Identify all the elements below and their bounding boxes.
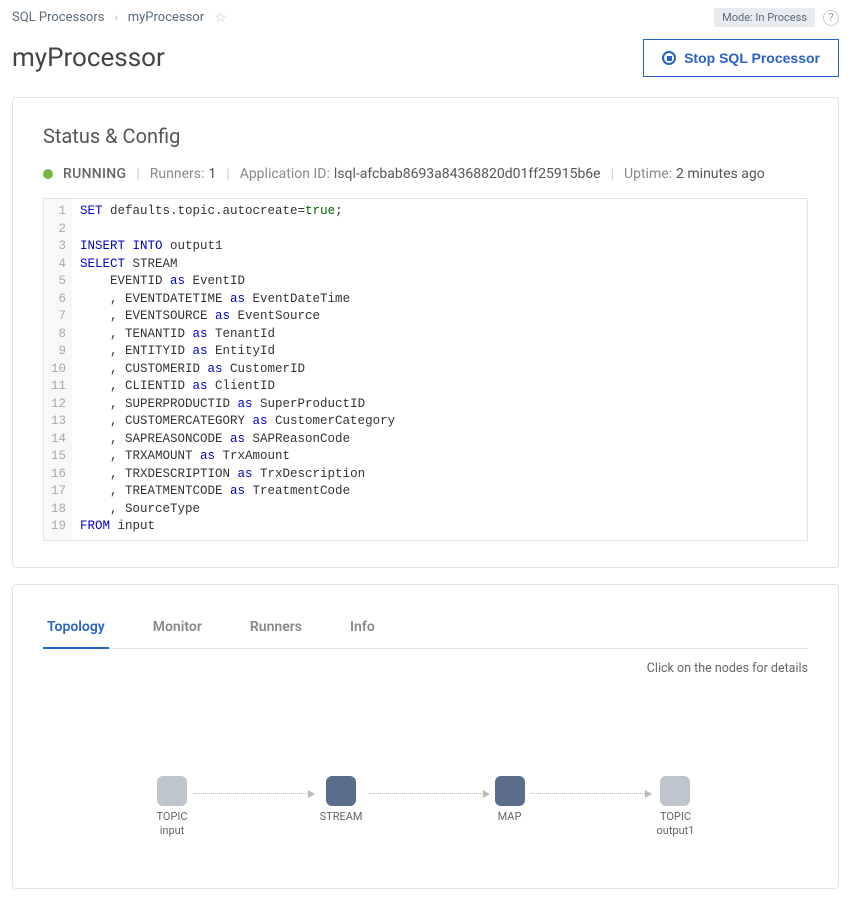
stop-button-label: Stop SQL Processor (684, 50, 820, 66)
tab-runners[interactable]: Runners (246, 611, 306, 648)
topology-edge (369, 793, 489, 794)
node-label: TOPICoutput1 (657, 810, 695, 839)
node-label: MAP (498, 810, 522, 839)
code-content: SET defaults.topic.autocreate=true;INSER… (72, 199, 403, 540)
status-dot-icon (43, 169, 53, 179)
tab-topology[interactable]: Topology (43, 611, 109, 649)
stop-icon (662, 51, 676, 65)
line-gutter: 12345678910111213141516171819 (44, 199, 72, 540)
panel-heading: Status & Config (43, 124, 808, 148)
tab-bar: Topology Monitor Runners Info (43, 611, 808, 649)
separator: | (136, 166, 139, 182)
topology-edge (194, 793, 314, 794)
topology-node-topic[interactable]: TOPICinput (157, 776, 188, 839)
breadcrumb: SQL Processors › myProcessor ☆ (12, 10, 227, 26)
help-icon[interactable]: ? (823, 10, 839, 26)
chevron-right-icon: › (114, 11, 117, 24)
separator: | (226, 166, 229, 182)
tab-info[interactable]: Info (346, 611, 379, 648)
star-icon[interactable]: ☆ (214, 10, 227, 26)
page-title: myProcessor (12, 43, 165, 73)
uptime-label: Uptime: (624, 166, 672, 182)
tab-monitor[interactable]: Monitor (149, 611, 206, 648)
topology-node-topic[interactable]: TOPICoutput1 (657, 776, 695, 839)
stop-processor-button[interactable]: Stop SQL Processor (643, 39, 839, 77)
separator: | (611, 166, 614, 182)
node-box-icon (157, 776, 187, 806)
status-text: RUNNING (63, 166, 126, 182)
mode-badge: Mode: In Process (714, 8, 815, 27)
appid-label: Application ID: (240, 166, 330, 182)
detail-panel: Topology Monitor Runners Info Click on the … (12, 584, 839, 890)
node-box-icon (495, 776, 525, 806)
status-config-panel: Status & Config RUNNING | Runners: 1 | A… (12, 97, 839, 568)
appid-value: lsql-afcbab8693a84368820d01ff25915b6e (334, 166, 601, 182)
topology-node-stream[interactable]: STREAM (320, 776, 363, 839)
node-label: STREAM (320, 810, 363, 839)
breadcrumb-root[interactable]: SQL Processors (12, 10, 104, 25)
runners-value: 1 (208, 166, 216, 182)
topology-edge (531, 793, 651, 794)
topology-diagram: TOPICinput STREAM MAP TOPICoutput1 (43, 736, 808, 849)
sql-editor[interactable]: 12345678910111213141516171819 SET defaul… (43, 198, 808, 541)
node-box-icon (660, 776, 690, 806)
breadcrumb-current: myProcessor (128, 10, 204, 25)
topology-node-map[interactable]: MAP (495, 776, 525, 839)
node-label: TOPICinput (157, 810, 188, 839)
topology-hint: Click on the nodes for details (43, 661, 808, 676)
runners-label: Runners: (150, 166, 205, 182)
uptime-value: 2 minutes ago (676, 166, 765, 182)
node-box-icon (326, 776, 356, 806)
